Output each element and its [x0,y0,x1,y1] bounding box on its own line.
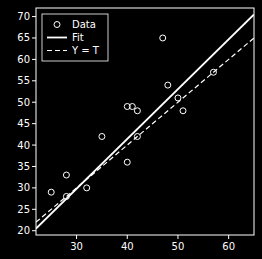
y-tick [32,187,36,188]
legend-swatch [54,22,60,28]
y-tick-label: 60 [17,54,30,65]
y-tick [32,230,36,231]
legend-label: Y = T [71,45,100,56]
y-tick-label: 70 [17,11,30,22]
x-tick [177,235,178,239]
y-tick-label: 25 [17,204,30,215]
legend-label: Data [72,19,96,30]
y-tick-label: 30 [17,182,30,193]
scatter-point [84,185,90,191]
legend-swatch [47,37,67,39]
y-tick-label: 45 [17,118,30,129]
legend-frame [42,14,108,61]
y-tick-label: 65 [17,32,30,43]
x-tick [76,235,77,239]
y-tick [32,37,36,38]
scatter-point [134,108,140,114]
x-tick [228,235,229,239]
scatter-point [165,82,171,88]
y-tick [32,102,36,103]
chart: 30 40 50 60 20 25 30 35 40 45 50 55 60 65 70 Data Fit Y =… [0,0,262,259]
scatter-point [160,35,166,41]
y-tick-label: 40 [17,140,30,151]
x-tick [127,235,128,239]
y-tick [32,59,36,60]
y-tick [32,123,36,124]
scatter-point [124,159,130,165]
scatter-point [63,172,69,178]
y-tick-label: 50 [17,97,30,108]
y-tick-label: 20 [17,225,30,236]
x-tick-label: 30 [70,241,83,252]
x-tick-label: 50 [172,241,185,252]
legend-label: Fit [72,32,84,43]
legend-swatch [47,50,67,51]
plot-frame [36,8,254,235]
scatter-point [129,104,135,110]
scatter-point [99,133,105,139]
y-tick [32,16,36,17]
y-tick-label: 35 [17,161,30,172]
chart-container: 30 40 50 60 20 25 30 35 40 45 50 55 60 65 70 Data Fit Y =… [0,0,262,259]
series-line [36,14,254,228]
background [0,0,262,259]
x-tick-label: 40 [121,241,134,252]
y-tick-label: 55 [17,75,30,86]
plot-area [36,14,254,228]
y-tick [32,166,36,167]
series-line [36,38,254,222]
y-tick [32,80,36,81]
scatter-point [48,189,54,195]
x-tick-label: 60 [222,241,235,252]
y-tick [32,209,36,210]
y-tick [32,145,36,146]
scatter-point [180,108,186,114]
legend: Data Fit Y = T [42,14,108,61]
